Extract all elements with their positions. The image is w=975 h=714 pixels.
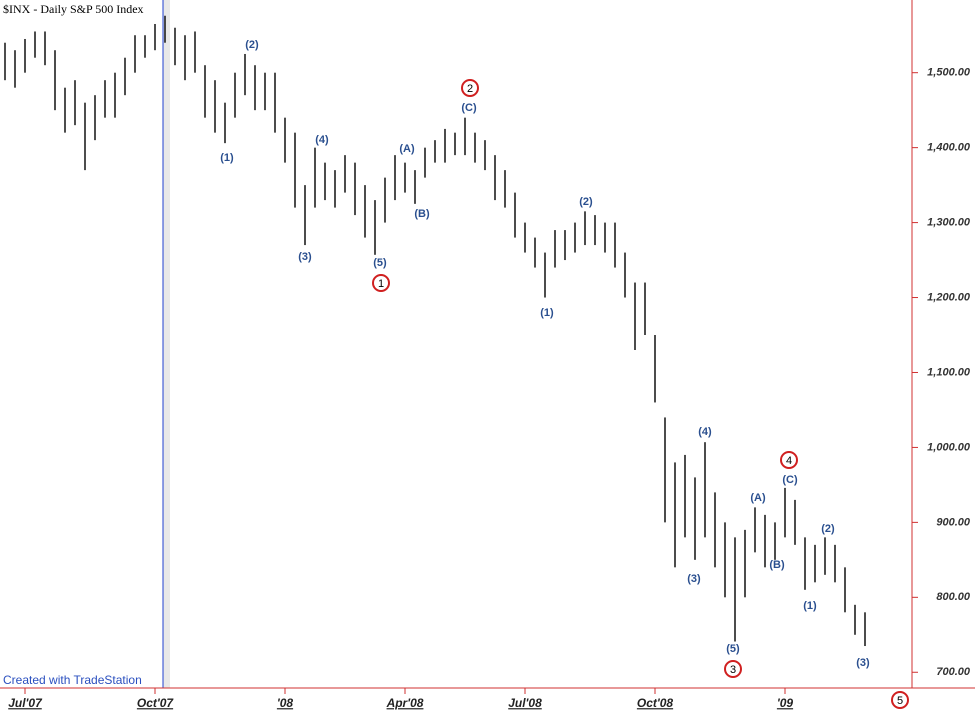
major-wave-label: 5 <box>897 695 903 707</box>
x-tick-label: Apr'08 <box>386 696 424 710</box>
wave-label: (C) <box>461 102 477 114</box>
wave-circle <box>724 660 742 678</box>
x-tick-label: Jul'07 <box>8 696 43 710</box>
major-wave-label: 4 <box>786 455 792 467</box>
wave-label: (1) <box>803 600 817 612</box>
x-tick-label: Jul'08 <box>508 696 542 710</box>
wave-circle <box>372 274 390 292</box>
wave-label: (4) <box>315 134 329 146</box>
wave-label: (A) <box>750 492 766 504</box>
y-tick-label: 900.00 <box>936 516 971 528</box>
wave-label: (2) <box>579 196 593 208</box>
wave-circle <box>780 451 798 469</box>
y-tick-label: 800.00 <box>936 591 971 603</box>
wave-label: (5) <box>373 257 387 269</box>
wave-circle <box>891 691 909 709</box>
wave-label: (B) <box>414 208 430 220</box>
y-tick-label: 1,300.00 <box>927 216 971 228</box>
cursor-shadow <box>163 0 170 688</box>
wave-label: (B) <box>769 559 785 571</box>
wave-label: (2) <box>821 523 835 535</box>
major-wave-label: 2 <box>467 83 473 95</box>
y-tick-label: 1,100.00 <box>927 366 971 378</box>
wave-label: (1) <box>540 307 554 319</box>
x-tick-label: Oct'07 <box>137 696 175 710</box>
wave-circle <box>461 79 479 97</box>
major-wave-label: 1 <box>378 278 384 290</box>
wave-label: (C) <box>782 474 798 486</box>
x-tick-label: '08 <box>277 696 294 710</box>
wave-label: (5) <box>726 643 740 655</box>
wave-label: (A) <box>399 143 415 155</box>
y-tick-label: 1,500.00 <box>927 67 971 79</box>
wave-label: (3) <box>298 251 312 263</box>
footer: Created with TradeStation <box>3 673 142 687</box>
wave-label: (3) <box>687 573 701 585</box>
x-tick-label: Oct'08 <box>637 696 674 710</box>
wave-label: (1) <box>220 152 234 164</box>
y-tick-label: 1,200.00 <box>927 291 971 303</box>
y-tick-label: 1,400.00 <box>927 142 971 154</box>
wave-label: (4) <box>698 426 712 438</box>
major-wave-label: 3 <box>730 664 736 676</box>
chart-title: $INX - Daily S&P 500 Index <box>3 2 144 16</box>
wave-label: (2) <box>245 39 259 51</box>
wave-label: (3) <box>856 657 870 669</box>
x-tick-label: '09 <box>777 696 794 710</box>
y-tick-label: 1,000.00 <box>927 441 971 453</box>
y-tick-label: 700.00 <box>936 666 971 678</box>
